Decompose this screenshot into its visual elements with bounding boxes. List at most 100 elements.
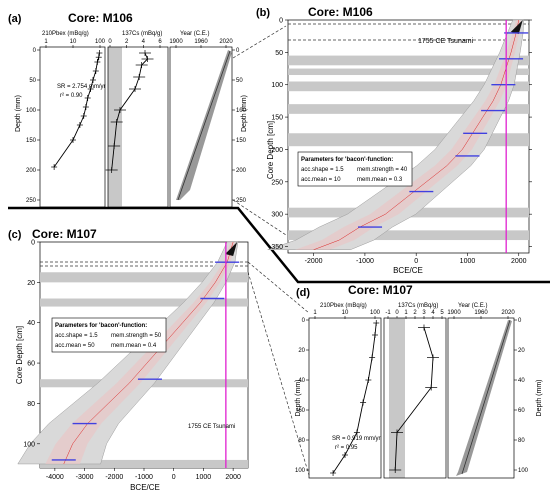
panel-c-yticklabel-0: 0: [31, 240, 35, 247]
panel-b-xticklabel-0: -2000: [305, 258, 323, 265]
panel-b-param-3: mem.mean = 0.3: [357, 177, 403, 183]
panel-d-depth-label: Depth (mm): [295, 380, 302, 417]
panel-a-col3-ticks: 1900 1960 2020: [169, 39, 233, 48]
panel-a-sr: SR = 2.754 mm/yr: [57, 84, 106, 90]
panel-d-depth-ticklabel-right-3: 60: [518, 408, 525, 414]
panel-a-depth-ticklabel-right-4: 200: [236, 168, 247, 174]
panel-d-depth-ticklabel-right-4: 80: [518, 438, 525, 444]
panel-b-yticklabel-1: 50: [275, 50, 283, 57]
panel-a-col3-ticklabel-0: 1900: [169, 39, 183, 45]
panel-b-yticklabel-7: 350: [271, 244, 283, 251]
panel-d-r2: r² = 0.95: [335, 445, 358, 451]
panel-a-col2-ticklabel-0: 0: [108, 39, 112, 45]
panel-a-pb-trend: [53, 52, 100, 168]
panel-c-param-0: acc.shape = 1.5: [55, 333, 98, 339]
panel-c-title: Core: M107: [32, 227, 97, 241]
panel-c-band-1: [40, 298, 248, 307]
connector-a-b-bottom: [232, 199, 287, 236]
panel-b-top-wedge: [510, 20, 523, 34]
panel-b-band-0: [288, 55, 529, 66]
panel-a-depth-ticklabel-left-1: 50: [29, 78, 36, 84]
panel-d-depth-ticklabel-left-4: 80: [298, 438, 305, 444]
panel-c-ylabel: Core Depth [cm]: [15, 326, 24, 384]
panel-d-pb-profile: [330, 320, 380, 476]
panel-a-pb-profile: [51, 50, 103, 170]
panel-d-col2-ticklabel-0: -1: [385, 310, 391, 316]
panel-a-col2-ticklabel-1: 2: [125, 39, 129, 45]
panel-d-col3-ticklabel-2: 2020: [501, 310, 515, 316]
panel-b-params-title: Parameters for 'bacon'-function:: [301, 157, 393, 163]
panel-a-col2-ticklabel-3: 6: [158, 39, 162, 45]
panel-b-yticklabel-4: 200: [271, 147, 283, 154]
panel-b-params-box: Parameters for 'bacon'-function: acc.sha…: [297, 151, 413, 187]
panel-d-col3-title: Year (C.E.): [458, 303, 487, 309]
panel-d-age-model-line: [461, 319, 511, 475]
panel-d-cs-band: [389, 318, 405, 478]
panel-a-depth-label-right: Depth (mm): [241, 95, 248, 132]
panel-c-age-model: [17, 241, 239, 465]
connector-c-d-top: [247, 261, 310, 314]
panel-b-yticklabel-2: 100: [271, 82, 283, 89]
panel-c-xticklabel-3: -1000: [135, 474, 153, 481]
panel-c: (c) Core: M107 0 20 40 60 80 100 -4000 -3000 -2…: [8, 227, 249, 492]
panel-d-col1-ticklabel-2: 100: [370, 310, 381, 316]
panel-a-col3-title: Year (C.E.): [180, 31, 209, 37]
panel-a-depth-label: Depth (mm): [15, 95, 22, 132]
panel-d: (d) Core: M107 210Pbex (mBq/g) 137Cs (mB…: [295, 283, 543, 479]
panel-d-depth-ticklabel-right-2: 40: [518, 378, 525, 384]
panel-c-xticklabel-1: -3000: [76, 474, 94, 481]
panel-a-frame-col3: [169, 46, 233, 208]
panel-b-xticklabel-4: 2000: [511, 258, 527, 265]
panel-a-col2-ticks: 0 2 4 6: [108, 39, 162, 48]
panel-a-col3-ticklabel-2: 2020: [219, 39, 233, 45]
panel-d-col2-ticklabel-5: 4: [431, 310, 435, 316]
panel-d-col2-ticks: -1 0 1 2 3 4 5: [385, 310, 444, 319]
panel-d-pb-trend: [332, 322, 377, 474]
panel-b-yticklabel-5: 250: [271, 179, 283, 186]
panel-b-median: [313, 19, 519, 250]
panel-a-col2-ticklabel-2: 4: [142, 39, 146, 45]
panel-a-depth-ticklabel-left-0: 0: [33, 48, 37, 54]
panel-b-label: (b): [256, 7, 270, 19]
panel-b-yticks: 0 50 100 150 200 250 300 350: [271, 18, 532, 251]
panel-c-yticklabel-2: 40: [27, 320, 35, 327]
panel-d-frame-col3: [447, 317, 515, 479]
panel-d-depth-ticklabel-right-5: 100: [518, 468, 529, 474]
panel-d-depth-ticklabel-right-0: 0: [518, 318, 522, 324]
panel-a-r2: r² = 0.90: [60, 93, 83, 99]
panel-c-band-3: [40, 459, 248, 468]
panel-c-yticklabel-1: 20: [27, 280, 35, 287]
panel-a-col2-title: 137Cs (mBq/g): [122, 31, 162, 37]
panel-b-yticklabel-0: 0: [279, 18, 283, 25]
panel-a-col1-ticklabel-0: 1: [44, 39, 48, 45]
panel-b-yticklabel-3: 150: [271, 115, 283, 122]
panel-d-col3-ticks: 1900 1960 2020: [447, 310, 515, 319]
panel-d-col2-ticklabel-3: 2: [413, 310, 417, 316]
panel-b-xticklabel-2: 0: [414, 258, 418, 265]
panel-c-tsunami-label: 1755 CE Tsunami: [188, 424, 235, 430]
panel-d-col2-ticklabel-4: 3: [422, 310, 426, 316]
panel-d-sr: SR = 0.919 mm/yr: [332, 436, 381, 442]
panel-d-col1-title: 210Pbex (mBq/g): [320, 303, 367, 309]
panel-d-title: Core: M107: [348, 283, 413, 297]
panel-c-xticklabel-4: 0: [172, 474, 176, 481]
panel-c-inner-envelope: [45, 242, 236, 464]
panel-c-yticklabel-5: 100: [23, 441, 35, 448]
panel-a-frame-col2: [107, 46, 169, 208]
panel-c-xticklabel-5: 1000: [196, 474, 212, 481]
panel-a-cs-profile: [105, 50, 154, 173]
panel-c-yticklabel-3: 60: [27, 361, 35, 368]
panel-d-col2-ticklabel-2: 1: [404, 310, 408, 316]
panel-a-depth-ticks: 0 0 50 50 100 100 150 150 200 200 250 250: [26, 48, 247, 204]
panel-c-median: [63, 241, 234, 465]
panel-a-label: (a): [8, 13, 22, 25]
panel-c-param-2: acc.mean = 50: [55, 343, 95, 349]
panel-c-param-1: mem.strength = 50: [111, 333, 162, 339]
panel-b-xticklabel-1: -1000: [356, 258, 374, 265]
panel-a-col3-ticklabel-1: 1960: [194, 39, 208, 45]
panel-a-depth-ticklabel-left-2: 100: [26, 108, 37, 114]
panel-d-col2-ticklabel-1: 0: [395, 310, 399, 316]
panel-b-age-model: [267, 19, 524, 251]
panel-d-depth-ticklabel-left-2: 40: [298, 378, 305, 384]
panel-a-age-model-line: [177, 50, 231, 201]
